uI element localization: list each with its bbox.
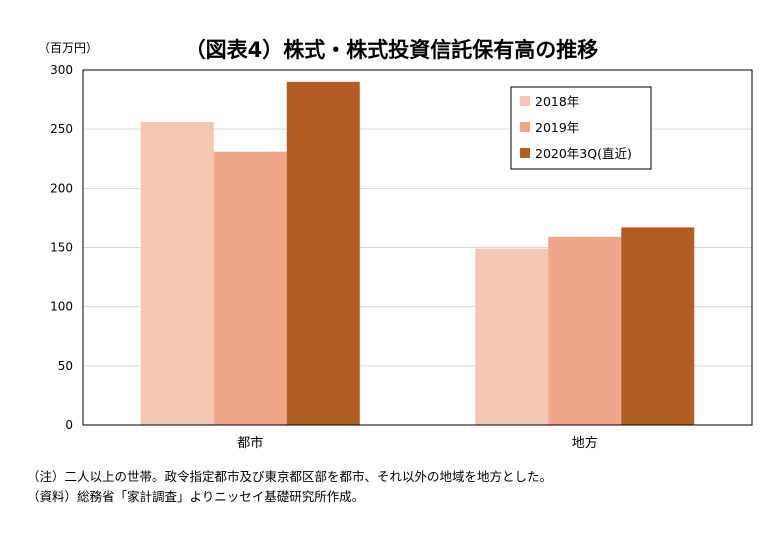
y-tick-label: 0 [65,418,73,432]
source-line: （資料）総務省「家計調査」よりニッセイ基礎研究所作成。 [27,489,365,504]
legend-label: 2020年3Q(直近) [535,146,632,161]
y-tick-label: 300 [50,63,73,77]
legend-swatch [520,148,530,158]
bar-chart: 0 50 100 150 200 250 300 都市 地方 2018年 2019年 2020年3Q(… [50,63,753,451]
bar-chiho-1 [548,236,622,425]
legend-label: 2018年 [535,94,579,109]
bar-toshi-2 [286,81,360,425]
y-tick-label: 250 [50,122,73,136]
legend-swatch [520,96,530,106]
legend-swatch [520,122,530,132]
y-tick-label: 100 [50,300,73,314]
bar-toshi-1 [213,151,287,425]
bar-chiho-2 [621,227,695,425]
y-tick-label: 200 [50,181,73,195]
bar-toshi-0 [140,122,214,426]
chart-title: （図表4）株式・株式投資信託保有高の推移 [184,38,599,62]
chart-notes: （注）二人以上の世帯。政令指定都市及び東京都区部を都市、それ以外の地域を地方とし… [27,467,552,507]
plot-frame [82,69,753,426]
x-tick-label: 都市 [237,435,263,451]
note-line: （注）二人以上の世帯。政令指定都市及び東京都区部を都市、それ以外の地域を地方とし… [27,469,553,484]
y-tick-label: 50 [58,359,73,373]
legend-box [510,86,652,170]
legend-label: 2019年 [535,120,579,135]
bar-chiho-0 [475,248,549,425]
y-tick-label: 150 [50,241,73,255]
x-tick-label: 地方 [572,435,598,451]
y-axis-unit-label: （百万円） [38,41,99,55]
